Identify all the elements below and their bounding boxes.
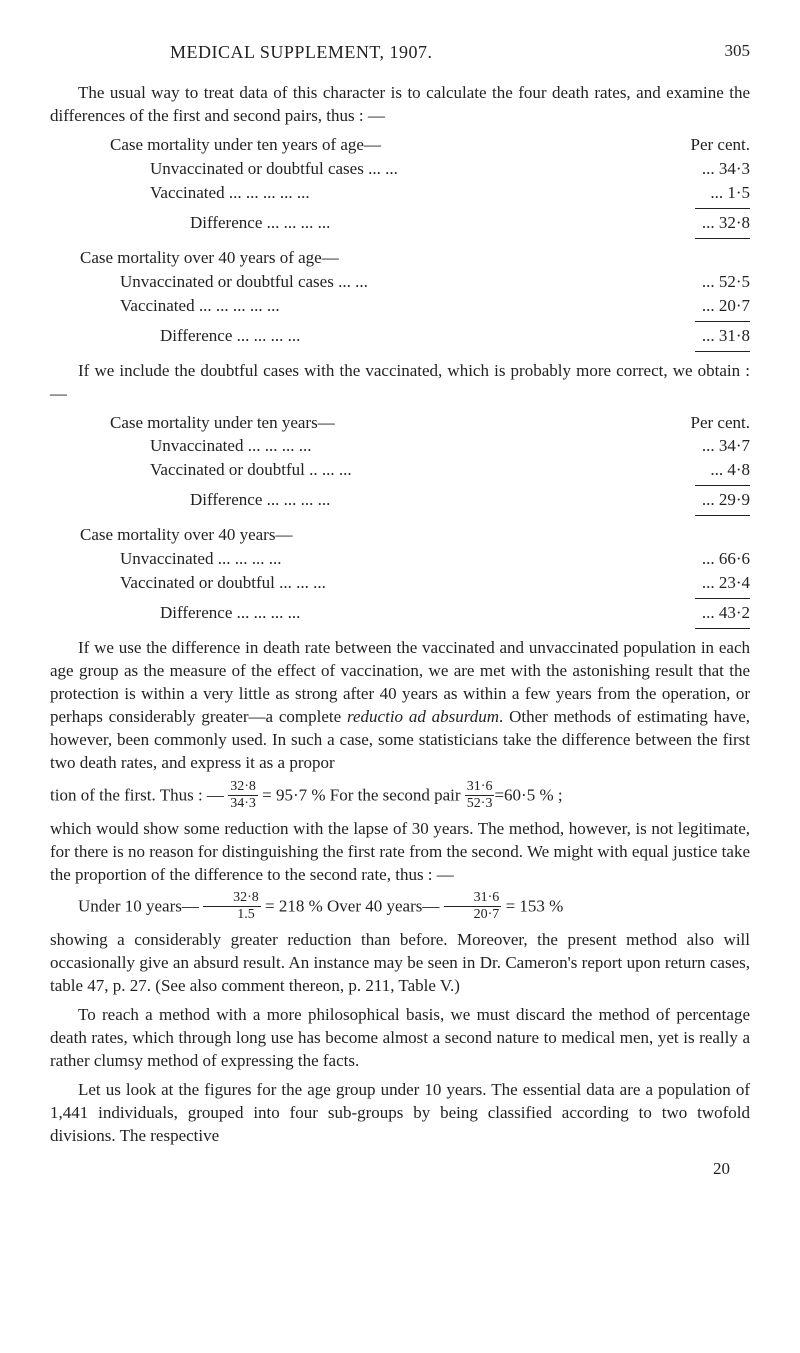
frac-den: 34·3 [228,796,258,811]
frac-num: 31·6 [465,780,495,796]
table-case3: Case mortality under ten years— Per cent… [110,412,750,519]
row-label: Unvaccinated ... ... ... ... [150,435,680,458]
case3-title: Case mortality under ten years— [110,412,680,435]
difference-label: Difference ... ... ... ... [160,325,695,348]
row-value: ... 20·7 [680,295,750,318]
difference-row: Difference ... ... ... ... ... 29·9 [190,483,750,518]
percent-header: Per cent. [680,134,750,157]
frac-den: 52·3 [465,796,495,811]
frac-num: 32·8 [228,780,258,796]
fraction-line-2: Under 10 years— 32·81.5 = 218 % Over 40 … [50,892,750,923]
fraction-1b: 31·652·3 [465,780,495,811]
paragraph-showing: showing a considerably greater reduction… [50,929,750,998]
frac-den: 20·7 [444,907,502,922]
difference-value: ... 31·8 [695,321,750,352]
row-label: Unvaccinated or doubtful cases ... ... [150,158,680,181]
difference-label: Difference ... ... ... ... [160,602,695,625]
table-row: Unvaccinated ... ... ... ... ... 66·6 [120,548,750,571]
table-row: Unvaccinated ... ... ... ... ... 34·7 [150,435,750,458]
fraction-2b: 31·620·7 [444,891,502,922]
row-label: Vaccinated ... ... ... ... ... [150,182,680,205]
frac1-mid: = 95·7 % For the second pair [258,785,465,804]
case3-heading: Case mortality under ten years— Per cent… [110,412,750,435]
table-row: Vaccinated ... ... ... ... ... ... 1·5 [150,182,750,205]
table-row: Unvaccinated or doubtful cases ... ... .… [120,271,750,294]
table-case2: Case mortality over 40 years of age— Unv… [80,247,750,354]
difference-row: Difference ... ... ... ... ... 43·2 [160,596,750,631]
row-value: ... 34·7 [680,435,750,458]
paragraph-intro: The usual way to treat data of this char… [50,82,750,128]
difference-label: Difference ... ... ... ... [190,489,695,512]
case4-title: Case mortality over 40 years— [80,524,680,547]
page-number: 305 [685,40,751,64]
case2-title: Case mortality over 40 years of age— [80,247,680,270]
difference-value: ... 29·9 [695,485,750,516]
row-label: Unvaccinated or doubtful cases ... ... [120,271,680,294]
paragraph-reductio: If we use the difference in death rate b… [50,637,750,775]
paragraph-include: If we include the doubtful cases with th… [50,360,750,406]
fraction-1a: 32·834·3 [228,780,258,811]
case1-title: Case mortality under ten years of age— [110,134,680,157]
difference-row: Difference ... ... ... ... ... 32·8 [190,206,750,241]
table-row: Vaccinated or doubtful .. ... ... ... 4·… [150,459,750,482]
difference-label: Difference ... ... ... ... [190,212,695,235]
difference-row: Difference ... ... ... ... ... 31·8 [160,319,750,354]
table-row: Vaccinated or doubtful ... ... ... ... 2… [120,572,750,595]
row-value: ... 52·5 [680,271,750,294]
percent-header: Per cent. [680,412,750,435]
frac1-pre: tion of the first. Thus : — [50,785,228,804]
row-label: Vaccinated or doubtful .. ... ... [150,459,680,482]
row-value: ... 23·4 [680,572,750,595]
para3-italic: reductio ad absurdum [347,707,499,726]
case4-heading: Case mortality over 40 years— [80,524,750,547]
frac2-pre: Under 10 years— [78,897,203,916]
frac-num: 32·8 [203,891,261,907]
frac2-tail: = 153 % [501,897,563,916]
row-label: Vaccinated or doubtful ... ... ... [120,572,680,595]
fraction-2a: 32·81.5 [203,891,261,922]
row-label: Unvaccinated ... ... ... ... [120,548,680,571]
header-title: MEDICAL SUPPLEMENT, 1907. [170,40,433,64]
page-header: MEDICAL SUPPLEMENT, 1907. 305 [50,40,750,64]
frac1-tail: =60·5 % ; [494,785,562,804]
table-case4: Case mortality over 40 years— Unvaccinat… [80,524,750,631]
row-value: ... 34·3 [680,158,750,181]
row-value: ... 66·6 [680,548,750,571]
row-label: Vaccinated ... ... ... ... ... [120,295,680,318]
case1-heading: Case mortality under ten years of age— P… [110,134,750,157]
row-value: ... 1·5 [680,182,750,205]
page-foot-number: 20 [50,1158,750,1181]
table-row: Unvaccinated or doubtful cases ... ... .… [150,158,750,181]
case2-heading: Case mortality over 40 years of age— [80,247,750,270]
difference-value: ... 43·2 [695,598,750,629]
table-row: Vaccinated ... ... ... ... ... ... 20·7 [120,295,750,318]
fraction-line-1: tion of the first. Thus : — 32·834·3 = 9… [50,781,750,812]
paragraph-method: which would show some reduction with the… [50,818,750,887]
frac-den: 1.5 [203,907,261,922]
frac2-mid: = 218 % Over 40 years— [261,897,444,916]
difference-value: ... 32·8 [695,208,750,239]
row-value: ... 4·8 [680,459,750,482]
table-case1: Case mortality under ten years of age— P… [110,134,750,241]
frac-num: 31·6 [444,891,502,907]
paragraph-philosophical: To reach a method with a more philosophi… [50,1004,750,1073]
paragraph-letus: Let us look at the figures for the age g… [50,1079,750,1148]
